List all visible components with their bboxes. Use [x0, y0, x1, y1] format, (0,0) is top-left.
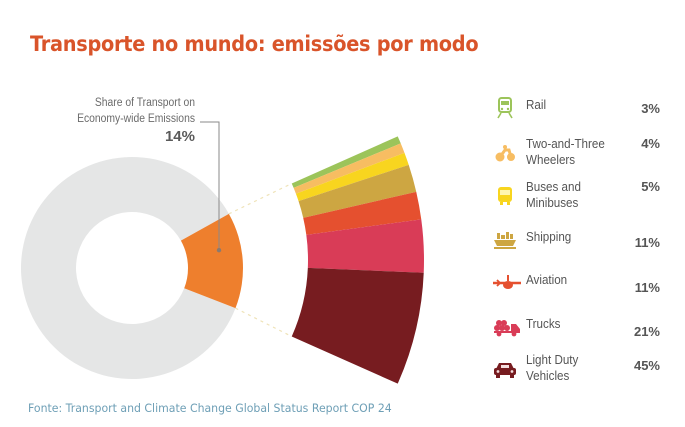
motorcycle-icon	[492, 142, 518, 162]
truck-icon	[492, 316, 520, 337]
legend-label-line2: Wheelers	[526, 153, 576, 167]
donut-annotation-label: Share of Transport on Economy-wide Emiss…	[74, 95, 195, 127]
legend-value: 11%	[634, 235, 660, 250]
arc-segment-light-duty-vehicles	[291, 267, 424, 384]
legend-label-line2: Vehicles	[526, 369, 570, 383]
airplane-icon	[492, 272, 521, 292]
source-note: Fonte: Transport and Climate Change Glob…	[28, 401, 392, 415]
legend-label-line2: Minibuses	[526, 196, 579, 210]
arc-segment-shipping	[298, 164, 417, 218]
bus-icon	[492, 185, 518, 205]
donut-annotation-value: 14%	[164, 128, 195, 145]
legend-label: Light Duty Vehicles	[526, 352, 578, 384]
legend-label-line1: Two-and-Three	[526, 137, 605, 151]
annotation-leader-dot	[216, 248, 222, 253]
legend-label: Trucks	[526, 316, 560, 332]
legend-label: Rail	[526, 97, 546, 113]
legend-label-line1: Rail	[526, 98, 547, 112]
legend-label-line1: Trucks	[526, 317, 561, 331]
legend-value: 11%	[634, 280, 660, 295]
legend-item: Trucks 21%	[490, 316, 670, 352]
connector-lines	[228, 182, 293, 338]
arc-segment-aviation	[303, 191, 422, 235]
donut-slice-transport	[180, 213, 243, 309]
arc-segment-buses-and-minibuses	[295, 152, 409, 202]
donut-slice-other	[21, 156, 236, 380]
legend-label-line1: Light Duty	[526, 353, 579, 367]
arc-segment-trucks	[306, 219, 425, 273]
arc-segment-two-and-three-wheelers	[293, 143, 405, 194]
legend-value: 21%	[633, 324, 660, 339]
legend-value: 5%	[641, 179, 660, 194]
legend-item: Two-and-Three Wheelers 4%	[490, 136, 670, 172]
legend-item: Aviation 11%	[490, 272, 670, 308]
legend-item: Buses and Minibuses 5%	[490, 179, 670, 215]
donut-annotation-line2: Economy-wide Emissions	[77, 113, 195, 125]
stacked-arc-chart	[291, 136, 425, 384]
legend-label: Two-and-Three Wheelers	[526, 136, 605, 168]
donut-annotation-line1: Share of Transport on	[94, 97, 195, 109]
legend-label: Aviation	[526, 272, 567, 288]
legend-label-line1: Shipping	[526, 230, 572, 244]
legend-item: Rail 3%	[490, 97, 670, 133]
rail-icon	[492, 97, 518, 119]
legend-label: Shipping	[526, 229, 571, 245]
legend-value: 45%	[633, 358, 660, 373]
ship-icon	[492, 229, 518, 249]
annotation-leader-line	[200, 121, 220, 251]
arc-segment-rail	[291, 136, 401, 188]
legend-item: Light Duty Vehicles 45%	[490, 352, 670, 388]
legend-value: 3%	[641, 101, 660, 116]
connector-line-top	[228, 182, 293, 215]
connector-line-bottom	[235, 307, 293, 338]
legend-value: 4%	[641, 136, 660, 151]
chart-title: Transporte no mundo: emissões por modo	[30, 32, 479, 56]
car-icon	[492, 358, 518, 378]
legend-label: Buses and Minibuses	[526, 179, 581, 211]
legend-item: Shipping 11%	[490, 229, 670, 265]
donut-chart	[21, 156, 243, 380]
legend-label-line1: Aviation	[526, 273, 568, 287]
legend-label-line1: Buses and	[526, 180, 581, 194]
